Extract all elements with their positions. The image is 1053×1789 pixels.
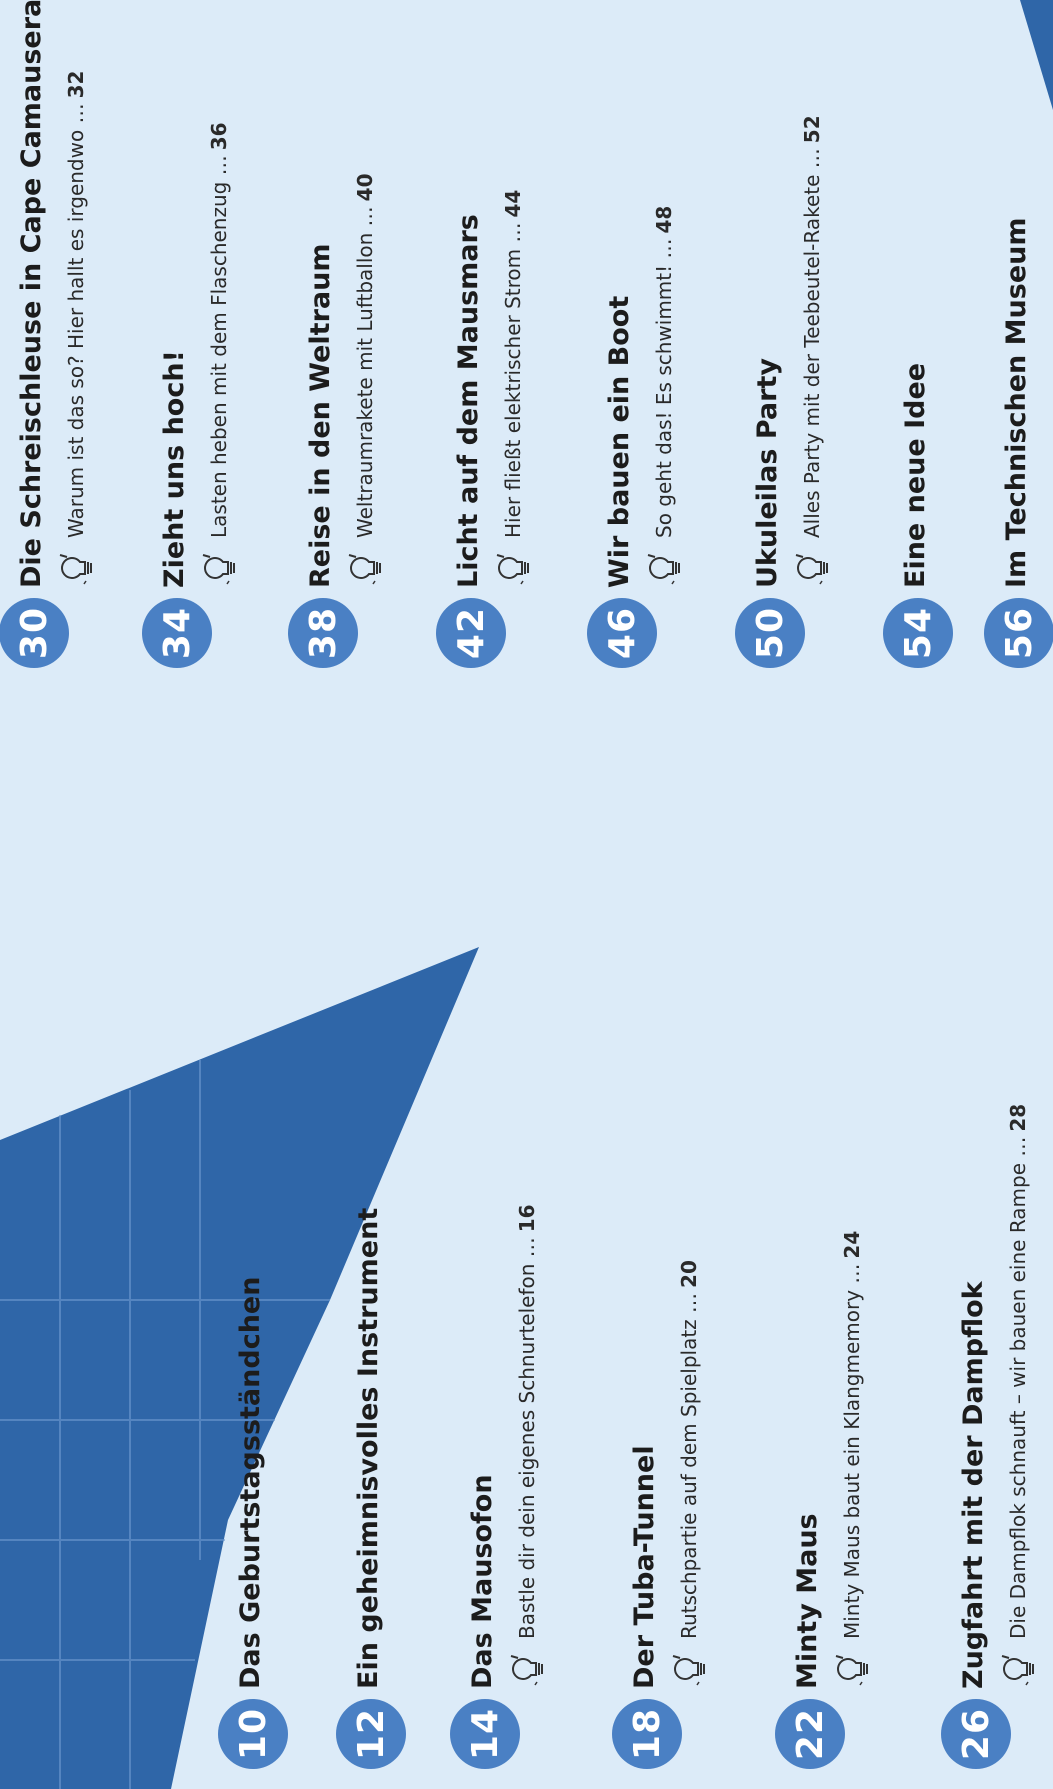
chapter-title: Minty Maus (792, 1513, 823, 1689)
tip-page: 28 (1006, 1104, 1030, 1132)
bulb-icon (671, 1649, 707, 1689)
chapter-number: 22 (775, 1699, 845, 1769)
chapter-title: Der Tuba-Tunnel (629, 1445, 660, 1689)
tip-text: Alles Party mit der Teebeutel-Rakete …52 (800, 115, 824, 538)
tip-line: Lasten heben mit dem Flaschenzug …36 (201, 122, 237, 588)
chapter-title: Wir bauen ein Boot (604, 296, 635, 588)
page: 10 Das Geburtstagsständchen 12 Ein geheimni… (0, 0, 1053, 1789)
chapter-number: 38 (288, 598, 358, 668)
tip-line: Alles Party mit der Teebeutel-Rakete …52 (794, 115, 830, 588)
bulb-icon (58, 548, 94, 588)
chapter-title: Zieht uns hoch! (159, 350, 190, 588)
tip-text: Hier fließt elektrischer Strom …44 (501, 190, 525, 538)
tip-text: Die Dampflok schnauft – wir bauen eine R… (1006, 1104, 1030, 1639)
chapter-title: Im Technischen Museum (1001, 218, 1032, 589)
chapter-number: 26 (941, 1699, 1011, 1769)
tip-page: 20 (677, 1260, 701, 1288)
chapter-title: Ein geheimnisvolles Instrument (353, 1208, 384, 1689)
chapter-title: Licht auf dem Mausmars (453, 214, 484, 588)
tip-line: Rutschpartie auf dem Spielplatz …20 (671, 1260, 707, 1689)
tip-page: 16 (515, 1204, 539, 1232)
chapter-number: 54 (883, 598, 953, 668)
chapter-number: 18 (612, 1699, 682, 1769)
chapter-title: Die Schreischleuse in Cape Camauseral (16, 0, 47, 588)
chapter-title: Reise in den Weltraum (305, 244, 336, 588)
chapter-title: Eine neue Idee (900, 363, 931, 588)
tip-page: 52 (800, 115, 824, 143)
chapter-number: 56 (984, 598, 1053, 668)
chapter-number: 14 (450, 1699, 520, 1769)
bulb-icon (347, 548, 383, 588)
chapter-number: 46 (587, 598, 657, 668)
tip-line: So geht das! Es schwimmt! …48 (646, 206, 682, 588)
bulb-icon (495, 548, 531, 588)
tip-text: Rutschpartie auf dem Spielplatz …20 (677, 1260, 701, 1639)
tip-line: Warum ist das so? Hier hallt es irgendwo… (58, 71, 94, 588)
chapter-title: Das Geburtstagsständchen (235, 1277, 266, 1689)
tip-text: Minty Maus baut ein Klangmemory …24 (840, 1231, 864, 1639)
bulb-icon (509, 1649, 545, 1689)
chapter-number: 30 (0, 598, 69, 668)
tip-page: 24 (840, 1231, 864, 1259)
chapter-number: 34 (142, 598, 212, 668)
tip-line: Die Dampflok schnauft – wir bauen eine R… (1000, 1104, 1036, 1689)
tip-line: Minty Maus baut ein Klangmemory …24 (834, 1231, 870, 1689)
chapter-title: Das Mausofon (467, 1474, 498, 1689)
chapter-title: Ukuleilas Party (752, 358, 783, 588)
tip-line: Bastle dir dein eigenes Schnurtelefon …1… (509, 1204, 545, 1689)
tip-text: Weltraumrakete mit Luftballon …40 (353, 173, 377, 538)
tip-text: Lasten heben mit dem Flaschenzug …36 (207, 122, 231, 538)
bulb-icon (201, 548, 237, 588)
tip-page: 32 (64, 71, 88, 99)
contents: 10 Das Geburtstagsständchen 12 Ein geheimni… (0, 0, 1053, 1789)
tip-text: So geht das! Es schwimmt! …48 (652, 206, 676, 538)
chapter-title: Zugfahrt mit der Dampflok (958, 1281, 989, 1689)
bulb-icon (834, 1649, 870, 1689)
tip-line: Weltraumrakete mit Luftballon …40 (347, 173, 383, 588)
tip-line: Hier fließt elektrischer Strom …44 (495, 190, 531, 588)
bulb-icon (646, 548, 682, 588)
tip-text: Warum ist das so? Hier hallt es irgendwo… (64, 71, 88, 538)
chapter-number: 12 (336, 1699, 406, 1769)
tip-text: Bastle dir dein eigenes Schnurtelefon …1… (515, 1204, 539, 1639)
tip-page: 48 (652, 206, 676, 234)
bulb-icon (794, 548, 830, 588)
chapter-number: 42 (436, 598, 506, 668)
tip-page: 44 (501, 190, 525, 218)
tip-page: 36 (207, 122, 231, 150)
chapter-number: 50 (735, 598, 805, 668)
chapter-number: 10 (218, 1699, 288, 1769)
tip-page: 40 (353, 173, 377, 201)
bulb-icon (1000, 1649, 1036, 1689)
